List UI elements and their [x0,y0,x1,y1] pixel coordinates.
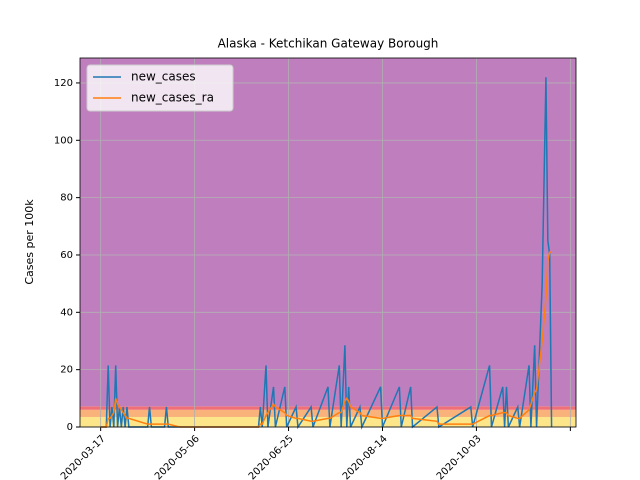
risk-band [80,416,576,427]
y-tick-label: 120 [54,78,73,89]
x-tick-label: 2020-03-17 [59,433,108,480]
y-tick-label: 40 [60,307,73,318]
x-tick-label: 2020-08-14 [341,433,390,480]
plot-frame [79,57,577,428]
x-tick-label: 2020-05-06 [153,433,202,480]
y-tick-label: 60 [60,250,73,261]
risk-band [80,58,576,407]
y-tick-label: 100 [54,135,73,146]
y-tick-label: 0 [67,422,73,433]
chart-title: Alaska - Ketchikan Gateway Borough [218,37,439,51]
legend: new_cases new_cases_ra [86,64,234,112]
x-tick-label: 2020-06-25 [247,433,296,480]
risk-band [80,409,576,417]
risk-band [80,406,576,410]
x-tick-label: 2020-10-03 [435,433,484,480]
legend-label: new_cases_ra [131,91,214,105]
y-tick-label: 20 [60,365,73,376]
legend-label: new_cases [131,70,196,84]
legend-box [86,64,234,112]
y-axis-label: Cases per 100k [23,199,36,285]
data-line [100,251,552,428]
y-tick-label: 80 [60,193,73,204]
